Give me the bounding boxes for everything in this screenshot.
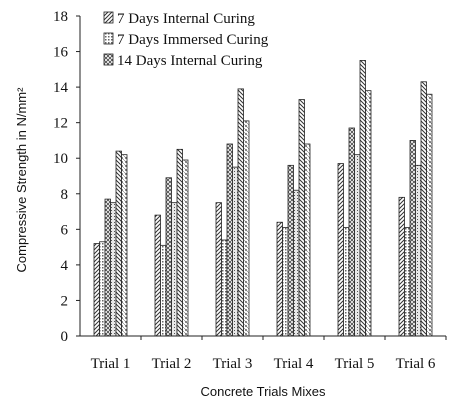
bar	[343, 227, 350, 337]
bar	[154, 214, 161, 337]
legend: 7 Days Internal Curing 7 Days Immersed Cu…	[103, 11, 269, 69]
bar	[398, 196, 405, 337]
bar	[160, 244, 167, 337]
bar	[232, 166, 239, 337]
y-axis-title: Compressive Strength in N/mm²	[14, 87, 29, 273]
bar	[121, 154, 128, 337]
bar	[337, 163, 344, 337]
bar	[221, 239, 228, 337]
legend-label: 7 Days Immersed Curing	[117, 32, 269, 48]
legend-swatch	[103, 32, 114, 45]
bar	[237, 88, 244, 337]
bar	[304, 143, 311, 337]
plot-area	[93, 60, 433, 337]
bar	[110, 202, 117, 337]
x-axis: Trial 1 Trial 2 Trial 3 Trial 4 Trial 5 Trial…	[80, 335, 447, 372]
x-tick-label: Trial 2	[152, 356, 192, 372]
bar	[115, 150, 122, 337]
x-tick-label: Trial 1	[91, 356, 131, 372]
bar	[99, 241, 106, 337]
bar	[409, 140, 416, 337]
bar	[165, 177, 172, 337]
bar	[182, 159, 189, 337]
x-tick-label: Trial 3	[213, 356, 253, 372]
bar	[104, 198, 111, 337]
bar	[171, 202, 178, 337]
x-tick-label: Trial 4	[274, 356, 314, 372]
y-tick-label: 6	[61, 222, 69, 238]
x-tick-label: Trial 6	[396, 356, 436, 372]
legend-swatch	[103, 53, 114, 66]
bar	[93, 243, 100, 337]
bar	[426, 93, 433, 337]
bar	[176, 148, 183, 337]
legend-label: 14 Days Internal Curing	[117, 53, 263, 69]
legend-swatch	[103, 11, 114, 24]
bar	[243, 120, 250, 337]
bar	[215, 202, 222, 337]
bar	[226, 143, 233, 337]
bar	[404, 227, 411, 337]
y-tick-label: 2	[61, 293, 69, 309]
y-tick-label: 14	[53, 80, 69, 96]
bar	[415, 164, 422, 337]
bar	[276, 221, 283, 337]
y-tick-label: 12	[53, 116, 68, 132]
y-tick-label: 0	[61, 329, 69, 345]
y-tick-label: 16	[53, 45, 69, 61]
y-tick-label: 18	[53, 9, 68, 25]
y-tick-label: 4	[61, 258, 69, 274]
bar	[287, 164, 294, 337]
legend-label: 7 Days Internal Curing	[117, 11, 255, 27]
bar	[348, 127, 355, 337]
y-axis: 0 2 4 6 8 10 12 14 16 18	[53, 9, 81, 345]
bar	[298, 99, 305, 337]
bar	[293, 189, 300, 337]
x-tick-label: Trial 5	[335, 356, 375, 372]
x-axis-title: Concrete Trials Mixes	[201, 384, 326, 399]
y-tick-label: 8	[61, 187, 69, 203]
bar	[359, 60, 366, 337]
bar	[282, 227, 289, 337]
bar	[420, 81, 427, 337]
bar	[354, 154, 361, 337]
bar	[365, 90, 372, 337]
y-tick-label: 10	[53, 151, 68, 167]
